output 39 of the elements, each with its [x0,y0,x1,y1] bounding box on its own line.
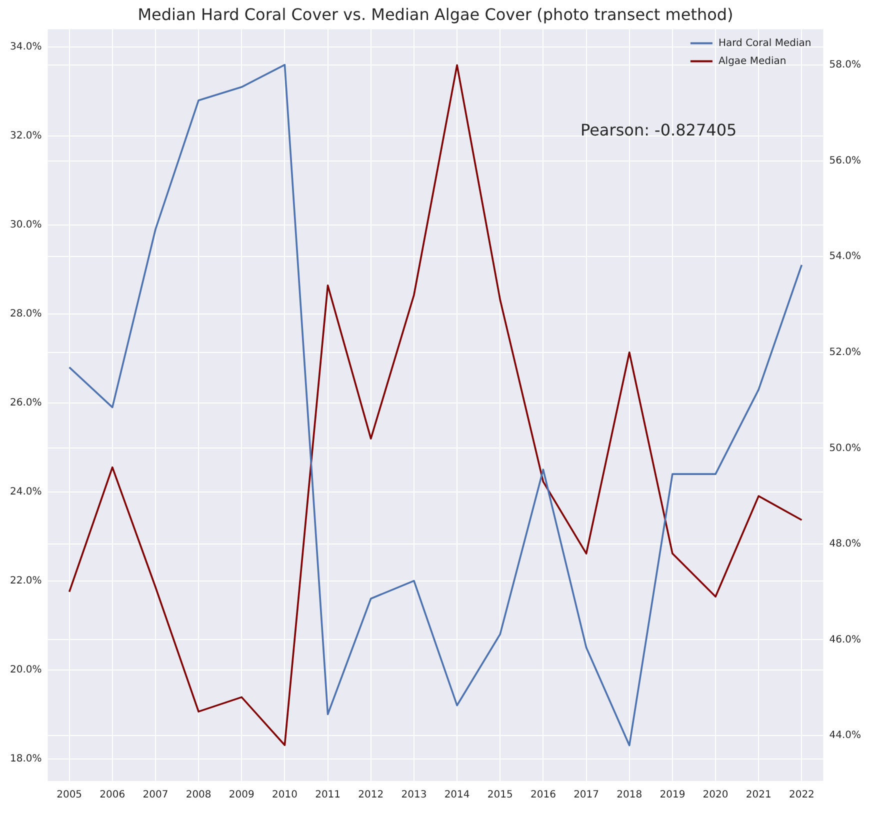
x-tick-label: 2018 [616,790,642,801]
y-tick-label: 20.0% [10,664,42,676]
x-tick-label: 2011 [315,790,341,801]
x-tick-label: 2007 [142,790,168,801]
x-tick-label: 2010 [272,790,298,801]
y-tick-label: 18.0% [10,753,42,764]
x-tick-label: 2013 [401,790,427,801]
x-tick-label: 2021 [746,790,772,801]
y2-tick-label: 48.0% [829,538,862,550]
x-tick-label: 2014 [444,790,470,801]
y2-tick-label: 52.0% [829,347,862,358]
y2-tick-label: 58.0% [829,60,862,71]
x-tick-label: 2015 [487,790,513,801]
y-tick-label: 28.0% [10,308,42,320]
y-tick-label: 30.0% [10,220,42,231]
x-tick-label: 2016 [530,790,556,801]
y-tick-label: 34.0% [10,42,42,53]
x-tick-label: 2006 [100,790,126,801]
y2-tick-label: 54.0% [829,251,862,262]
chart-title: Median Hard Coral Cover vs. Median Algae Cover (photo transect method) [138,4,734,24]
y-tick-label: 22.0% [10,575,42,586]
annotation: Pearson: -0.827405 [580,120,737,140]
x-tick-label: 2012 [358,790,384,801]
y2-tick-label: 50.0% [829,442,862,454]
y-tick-label: 26.0% [10,397,42,408]
x-tick-label: 2020 [702,790,728,801]
y-tick-label: 24.0% [10,486,42,498]
x-tick-label: 2009 [228,790,254,801]
y2-tick-label: 44.0% [829,730,862,742]
x-tick-label: 2008 [186,790,212,801]
x-tick-label: 2022 [788,790,814,801]
x-tick-label: 2017 [574,790,600,801]
x-tick-label: 2019 [660,790,686,801]
y2-tick-label: 46.0% [829,634,862,646]
legend-label: Algae Median [718,56,786,67]
y2-tick-label: 56.0% [829,155,862,166]
x-tick-label: 2005 [56,790,82,801]
legend-label: Hard Coral Median [718,38,812,49]
y-tick-label: 32.0% [10,130,42,142]
